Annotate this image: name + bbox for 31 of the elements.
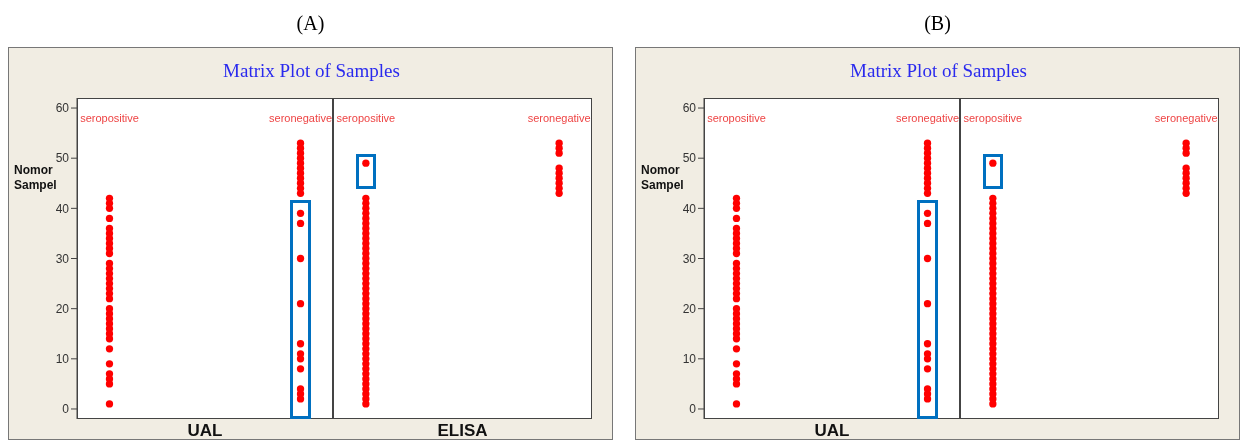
y-tick-label: 50 — [55, 151, 70, 166]
chart-subtitle: Matrix Plot of Samples — [222, 60, 401, 82]
x-axis-title: UAL — [813, 421, 851, 441]
y-axis-title: Nomor Sampel — [641, 163, 684, 192]
chart-subtitle: Matrix Plot of Samples — [849, 60, 1028, 82]
chart-title: (A) — [295, 12, 326, 35]
x-tick-label: seropositive — [80, 111, 139, 124]
x-tick-label: seronegative — [527, 111, 591, 124]
y-tick-label: 30 — [682, 251, 697, 266]
x-tick-label: seronegative — [1154, 111, 1218, 124]
y-tick-label: 60 — [682, 101, 697, 116]
x-tick-label: seropositive — [336, 111, 396, 124]
y-tick-label: 10 — [682, 352, 697, 367]
y-tick-label: 0 — [62, 402, 70, 417]
x-tick-label: seronegative — [896, 111, 960, 124]
y-tick-label: 20 — [55, 301, 70, 316]
x-tick-label: seropositive — [963, 111, 1023, 124]
y-tick-label: 0 — [689, 402, 697, 417]
y-tick-label: 10 — [55, 352, 70, 367]
x-axis-title: ELISA — [436, 421, 489, 441]
y-tick-label: 60 — [55, 101, 70, 116]
x-tick-label: seronegative — [269, 111, 333, 124]
y-tick-label: 20 — [682, 301, 697, 316]
y-tick-label: 40 — [682, 201, 697, 216]
y-tick-label: 30 — [55, 251, 70, 266]
x-tick-label: seropositive — [707, 111, 766, 124]
y-tick-label: 50 — [682, 151, 697, 166]
chart-title: (B) — [923, 12, 952, 35]
y-tick-label: 40 — [55, 201, 70, 216]
x-axis-title: UAL — [186, 421, 224, 441]
y-axis-title: Nomor Sampel — [14, 163, 57, 192]
